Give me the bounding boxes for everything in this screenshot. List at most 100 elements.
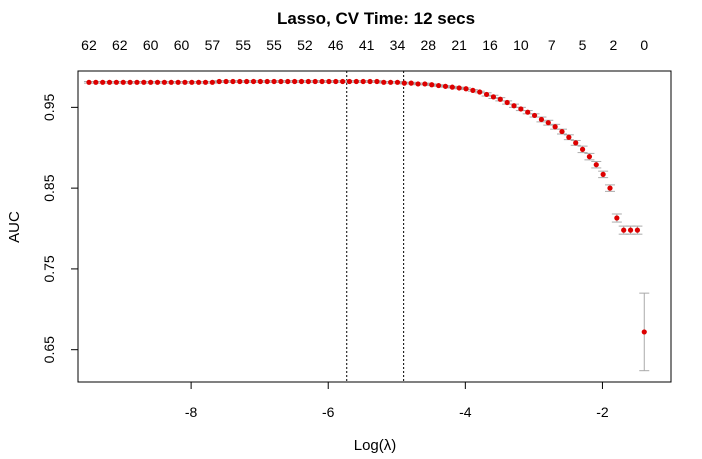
data-point <box>257 78 263 85</box>
top-axis-label: 55 <box>266 37 282 53</box>
data-point <box>237 78 243 85</box>
y-axis: 0.65 0.75 0.85 0.95 <box>41 94 79 363</box>
data-point <box>305 78 311 85</box>
data-point <box>442 83 449 89</box>
top-axis-label: 34 <box>390 37 406 53</box>
top-axis: 62 62 60 60 57 55 55 52 46 41 34 28 21 16 10 7 5 2 0 <box>81 37 648 53</box>
top-axis-label: 0 <box>640 37 648 53</box>
data-point <box>285 78 291 85</box>
top-axis-label: 21 <box>451 37 467 53</box>
data-point <box>408 80 414 86</box>
data-point <box>292 78 298 85</box>
y-tick-label: 0.85 <box>41 174 57 201</box>
top-axis-label: 62 <box>81 37 97 53</box>
data-point <box>511 103 517 109</box>
data-point <box>531 112 538 119</box>
y-tick-label: 0.65 <box>41 336 57 363</box>
data-point <box>326 78 332 85</box>
data-point <box>154 79 161 85</box>
data-point <box>189 79 195 85</box>
data-point <box>100 79 106 85</box>
data-point <box>621 227 627 233</box>
data-point <box>504 99 510 106</box>
data-point <box>360 78 366 85</box>
data-point <box>518 106 524 112</box>
data-point <box>600 171 606 177</box>
data-point <box>566 134 572 140</box>
top-axis-label: 10 <box>513 37 529 53</box>
data-point <box>319 78 325 85</box>
data-point <box>435 82 442 89</box>
x-axis-title: Log(λ) <box>354 437 397 454</box>
data-point <box>216 78 222 85</box>
chart-title: Lasso, CV Time: 12 secs <box>277 9 475 28</box>
data-point <box>573 140 579 146</box>
x-tick-label: -2 <box>596 404 609 420</box>
x-tick-label: -4 <box>459 404 472 420</box>
x-tick-label: -8 <box>185 404 198 420</box>
top-axis-label: 60 <box>174 37 190 53</box>
data-point <box>168 79 174 85</box>
data-point <box>161 79 167 85</box>
data-point <box>278 78 284 85</box>
top-axis-label: 16 <box>482 37 498 53</box>
data-point <box>641 329 647 335</box>
data-point <box>182 79 188 85</box>
data-point <box>353 78 359 85</box>
top-axis-label: 60 <box>143 37 159 53</box>
y-tick-label: 0.95 <box>41 94 57 121</box>
data-point <box>271 78 277 85</box>
plot-box <box>77 70 672 383</box>
data-point <box>209 79 215 85</box>
data-point <box>545 120 551 126</box>
x-tick-label: -6 <box>322 404 335 420</box>
top-axis-label: 46 <box>328 37 344 53</box>
top-axis-label: 57 <box>205 37 221 53</box>
data-point <box>312 78 318 85</box>
error-bars <box>83 80 650 372</box>
data-point <box>264 78 270 85</box>
data-point <box>579 146 586 152</box>
data-point <box>525 109 531 115</box>
top-axis-label: 2 <box>610 37 618 53</box>
data-point <box>470 87 476 93</box>
data-point <box>483 91 490 98</box>
data-point <box>333 78 339 85</box>
data-point <box>614 215 620 221</box>
data-point <box>134 79 140 85</box>
data-point <box>120 79 126 85</box>
data-point <box>490 94 497 100</box>
data-point <box>86 79 92 85</box>
data-point <box>374 78 380 85</box>
top-axis-label: 55 <box>235 37 251 53</box>
data-point <box>148 79 154 85</box>
data-point <box>113 79 119 85</box>
top-axis-label: 62 <box>112 37 128 53</box>
data-point <box>175 79 181 85</box>
data-point <box>388 79 394 85</box>
data-point <box>250 78 257 85</box>
data-point <box>456 85 462 91</box>
data-point <box>394 79 401 85</box>
data-point <box>552 124 558 130</box>
top-axis-label: 7 <box>548 37 556 53</box>
data-point <box>593 162 599 168</box>
data-point <box>298 78 305 85</box>
top-axis-label: 28 <box>421 37 437 53</box>
data-points <box>86 78 647 335</box>
data-point <box>497 96 503 102</box>
data-point <box>586 154 593 160</box>
data-point <box>230 78 236 85</box>
data-point <box>559 128 565 135</box>
data-point <box>634 227 641 233</box>
data-point <box>127 79 133 85</box>
x-axis: -8 -6 -4 -2 <box>185 381 609 420</box>
top-axis-label: 52 <box>297 37 313 53</box>
data-point <box>106 79 113 85</box>
data-point <box>141 79 147 85</box>
data-point <box>196 79 202 85</box>
data-point <box>202 79 209 85</box>
data-point <box>538 116 545 123</box>
y-axis-title: AUC <box>6 211 23 243</box>
